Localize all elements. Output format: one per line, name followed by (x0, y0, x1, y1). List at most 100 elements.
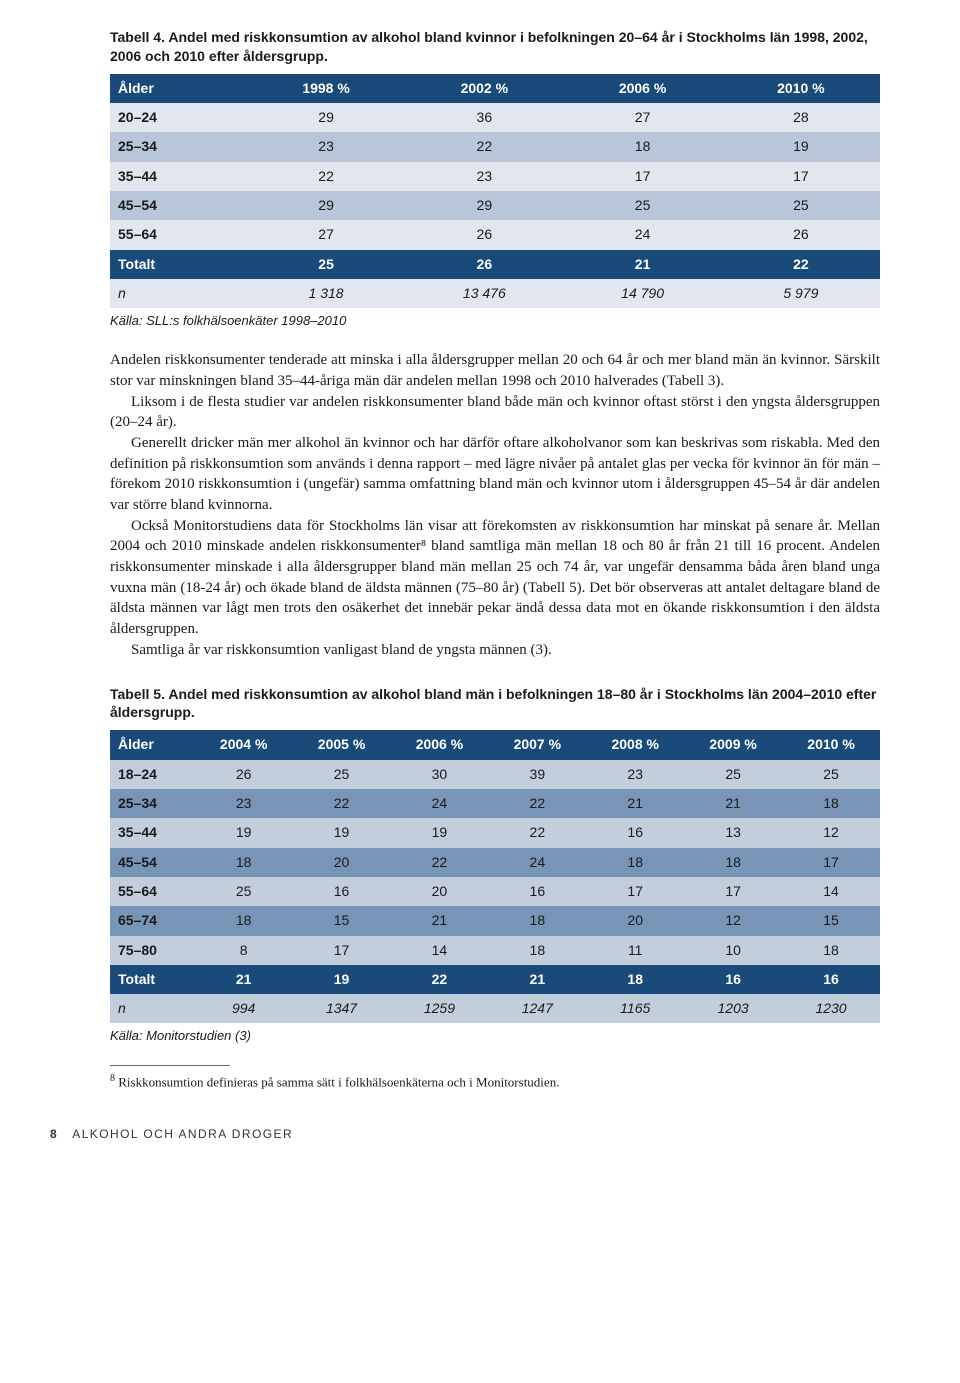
table4: Ålder1998 %2002 %2006 %2010 %20–24293627… (110, 74, 880, 309)
table-cell: 16 (782, 965, 880, 994)
page-footer: 8 ALKOHOL OCH ANDRA DROGER (50, 1126, 880, 1143)
table-cell: 18–24 (110, 760, 195, 789)
table-cell: Totalt (110, 250, 247, 279)
table-cell: 25–34 (110, 132, 247, 161)
body-text: Andelen riskkonsumenter tenderade att mi… (110, 350, 880, 660)
table-cell: 25 (684, 760, 782, 789)
table-cell: 55–64 (110, 220, 247, 249)
table-cell: 8 (195, 936, 293, 965)
table-cell: 29 (405, 191, 563, 220)
table-cell: 18 (586, 965, 684, 994)
table-cell: 22 (390, 965, 488, 994)
table-header-cell: 2006 % (390, 730, 488, 759)
table-row: 45–5429292525 (110, 191, 880, 220)
table-cell: 17 (586, 877, 684, 906)
paragraph: Liksom i de flesta studier var andelen r… (110, 392, 880, 433)
table-cell: 22 (488, 818, 586, 847)
table-header-cell: Ålder (110, 74, 247, 103)
table-cell: 24 (390, 789, 488, 818)
paragraph: Generellt dricker män mer alkohol än kvi… (110, 433, 880, 516)
table-cell: 1259 (390, 994, 488, 1023)
table-cell: 45–54 (110, 191, 247, 220)
table-cell: 21 (488, 965, 586, 994)
table4-caption: Tabell 4. Andel med riskkonsumtion av al… (110, 28, 880, 66)
footer-text: ALKOHOL OCH ANDRA DROGER (72, 1127, 293, 1141)
table-header-cell: 2002 % (405, 74, 563, 103)
table-cell: 21 (390, 906, 488, 935)
paragraph: Andelen riskkonsumenter tenderade att mi… (110, 350, 880, 391)
table-header-cell: 1998 % (247, 74, 405, 103)
table-cell: 22 (293, 789, 391, 818)
table-row: Totalt25262122 (110, 250, 880, 279)
table-row: 35–4419191922161312 (110, 818, 880, 847)
table-cell: 11 (586, 936, 684, 965)
table-cell: 18 (586, 848, 684, 877)
table-header-cell: 2008 % (586, 730, 684, 759)
table-cell: 18 (488, 936, 586, 965)
table-cell: 16 (293, 877, 391, 906)
table-cell: 16 (586, 818, 684, 847)
table-cell: 17 (684, 877, 782, 906)
table-row: 65–7418152118201215 (110, 906, 880, 935)
table-cell: n (110, 279, 247, 308)
table-row: 25–3423222422212118 (110, 789, 880, 818)
table-cell: 1230 (782, 994, 880, 1023)
table-cell: 10 (684, 936, 782, 965)
paragraph: Samtliga år var riskkonsumtion vanligast… (110, 640, 880, 661)
table-cell: 29 (247, 191, 405, 220)
table-cell: 16 (684, 965, 782, 994)
table-row: 55–6425162016171714 (110, 877, 880, 906)
table-cell: 26 (195, 760, 293, 789)
paragraph: Också Monitorstudiens data för Stockholm… (110, 516, 880, 640)
table-cell: 22 (247, 162, 405, 191)
table-cell: 35–44 (110, 162, 247, 191)
footnote-marker: 8 (110, 1073, 115, 1084)
table-cell: 25 (782, 760, 880, 789)
table-cell: 23 (195, 789, 293, 818)
table5-caption: Tabell 5. Andel med riskkonsumtion av al… (110, 685, 880, 723)
table-cell: 29 (247, 103, 405, 132)
table5: Ålder2004 %2005 %2006 %2007 %2008 %2009 … (110, 730, 880, 1023)
table-cell: 27 (563, 103, 721, 132)
table-cell: 22 (405, 132, 563, 161)
table-cell: 19 (293, 965, 391, 994)
table-header-cell: 2010 % (722, 74, 880, 103)
table-cell: 18 (782, 789, 880, 818)
table-cell: 5 979 (722, 279, 880, 308)
table-cell: 25–34 (110, 789, 195, 818)
table-header-cell: 2010 % (782, 730, 880, 759)
table-row: 25–3423221819 (110, 132, 880, 161)
table-cell: 35–44 (110, 818, 195, 847)
footnote: 8 Riskkonsumtion definieras på samma sät… (110, 1072, 880, 1091)
table-cell: 1203 (684, 994, 782, 1023)
table-header-cell: 2007 % (488, 730, 586, 759)
table-cell: 23 (247, 132, 405, 161)
table-cell: 24 (488, 848, 586, 877)
table-cell: 14 (782, 877, 880, 906)
table-cell: n (110, 994, 195, 1023)
table-cell: 19 (293, 818, 391, 847)
table-cell: 18 (684, 848, 782, 877)
table-cell: 20 (586, 906, 684, 935)
table-cell: 45–54 (110, 848, 195, 877)
table-cell: 15 (293, 906, 391, 935)
table-row: 20–2429362728 (110, 103, 880, 132)
footnote-rule (110, 1065, 230, 1066)
table-cell: 1247 (488, 994, 586, 1023)
table-cell: Totalt (110, 965, 195, 994)
table-row: Totalt21192221181616 (110, 965, 880, 994)
table-header-cell: Ålder (110, 730, 195, 759)
table-cell: 25 (195, 877, 293, 906)
table-cell: 18 (488, 906, 586, 935)
footnote-text: Riskkonsumtion definieras på samma sätt … (118, 1075, 559, 1090)
table-cell: 17 (293, 936, 391, 965)
table-cell: 25 (247, 250, 405, 279)
table-row: 75–808171418111018 (110, 936, 880, 965)
table-cell: 21 (586, 789, 684, 818)
table-row: 18–2426253039232525 (110, 760, 880, 789)
table-header-cell: 2005 % (293, 730, 391, 759)
table-cell: 21 (563, 250, 721, 279)
table-cell: 12 (684, 906, 782, 935)
table-cell: 25 (722, 191, 880, 220)
table-cell: 15 (782, 906, 880, 935)
